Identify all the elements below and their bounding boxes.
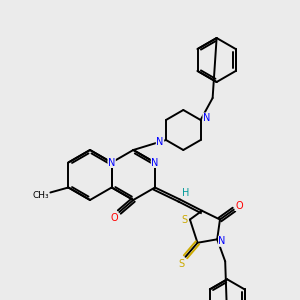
Text: CH₃: CH₃ [32, 191, 49, 200]
Text: N: N [203, 113, 210, 123]
Text: N: N [108, 158, 115, 167]
Text: O: O [235, 200, 243, 211]
Text: N: N [218, 236, 226, 246]
Text: S: S [181, 214, 187, 224]
Text: H: H [182, 188, 190, 199]
Text: N: N [156, 137, 164, 147]
Text: O: O [110, 213, 118, 223]
Text: N: N [151, 158, 159, 167]
Text: S: S [178, 259, 184, 269]
